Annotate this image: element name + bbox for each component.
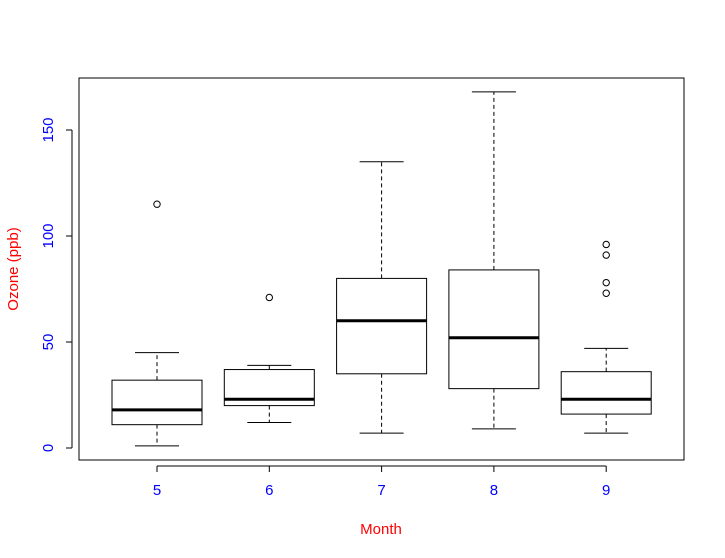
y-tick-label: 0 bbox=[40, 444, 57, 452]
y-tick-label: 150 bbox=[40, 117, 57, 142]
box-month-9 bbox=[560, 240, 652, 434]
x-tick-label: 9 bbox=[602, 482, 610, 499]
plot-frame bbox=[78, 77, 685, 461]
x-axis: 5 6 7 8 9 bbox=[153, 465, 610, 499]
outlier-point bbox=[602, 278, 610, 287]
y-axis-title: Ozone (ppb) bbox=[5, 227, 22, 310]
outlier-point bbox=[153, 200, 161, 208]
iqr-box bbox=[111, 379, 203, 426]
outlier-point bbox=[602, 289, 610, 297]
x-tick-label: 7 bbox=[377, 482, 385, 499]
box-month-6 bbox=[223, 293, 315, 424]
y-tick-label: 100 bbox=[40, 223, 57, 248]
iqr-box bbox=[448, 269, 540, 390]
x-tick-label: 6 bbox=[265, 482, 273, 499]
box-month-7 bbox=[336, 161, 428, 434]
outlier-point bbox=[602, 251, 610, 259]
y-axis: 0 50 100 150 bbox=[40, 117, 73, 452]
iqr-box bbox=[560, 371, 652, 415]
y-tick-label: 50 bbox=[40, 334, 57, 351]
x-tick-label: 5 bbox=[153, 482, 161, 499]
x-axis-title: Month bbox=[360, 521, 402, 538]
iqr-box bbox=[336, 277, 428, 375]
outlier-point bbox=[602, 240, 610, 249]
boxes-group bbox=[111, 91, 652, 447]
x-tick-label: 8 bbox=[490, 482, 498, 499]
outlier-point bbox=[265, 293, 273, 302]
box-month-8 bbox=[448, 91, 540, 430]
box-month-5 bbox=[111, 200, 203, 447]
